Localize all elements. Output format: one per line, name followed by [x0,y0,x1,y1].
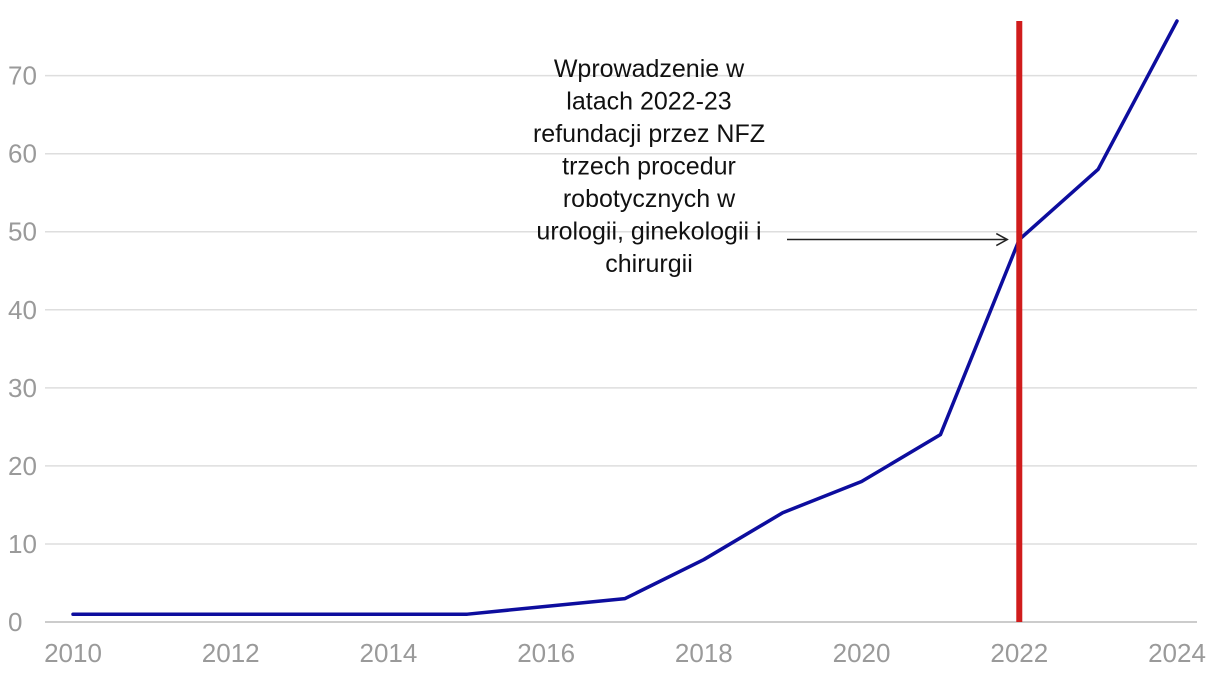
x-tick-label: 2024 [1148,638,1206,668]
y-tick-label: 0 [8,607,22,637]
x-tick-label: 2014 [360,638,418,668]
x-tick-label: 2022 [990,638,1048,668]
y-tick-label: 50 [8,217,37,247]
annotation-text: Wprowadzenie w latach 2022-23 refundacji p… [533,55,765,278]
annotation-line: refundacji przez NFZ [533,120,765,148]
x-tick-label: 2010 [44,638,102,668]
x-tick-label: 2016 [517,638,575,668]
x-tick-label: 2012 [202,638,260,668]
annotation-line: latach 2022-23 [566,88,731,116]
y-tick-label: 20 [8,451,37,481]
y-tick-label: 30 [8,373,37,403]
y-axis-ticks: 0 10 20 30 40 50 60 70 [8,61,37,637]
annotation: Wprowadzenie w latach 2022-23 refundacji p… [533,55,1009,278]
annotation-line: chirurgii [605,250,693,278]
annotation-arrow [787,232,1009,247]
annotation-line: trzech procedur [562,153,736,181]
y-tick-label: 70 [8,61,37,91]
y-tick-label: 60 [8,139,37,169]
annotation-line: Wprowadzenie w [554,55,745,83]
y-tick-label: 10 [8,529,37,559]
x-tick-label: 2018 [675,638,733,668]
annotation-line: urologii, ginekologii i [536,218,761,246]
y-tick-label: 40 [8,295,37,325]
series [71,19,1179,616]
x-tick-label: 2020 [833,638,891,668]
grid [45,74,1197,623]
x-axis-ticks: 2010 2012 2014 2016 2018 2020 2022 2024 [44,638,1206,668]
annotation-line: robotycznych w [563,185,736,213]
